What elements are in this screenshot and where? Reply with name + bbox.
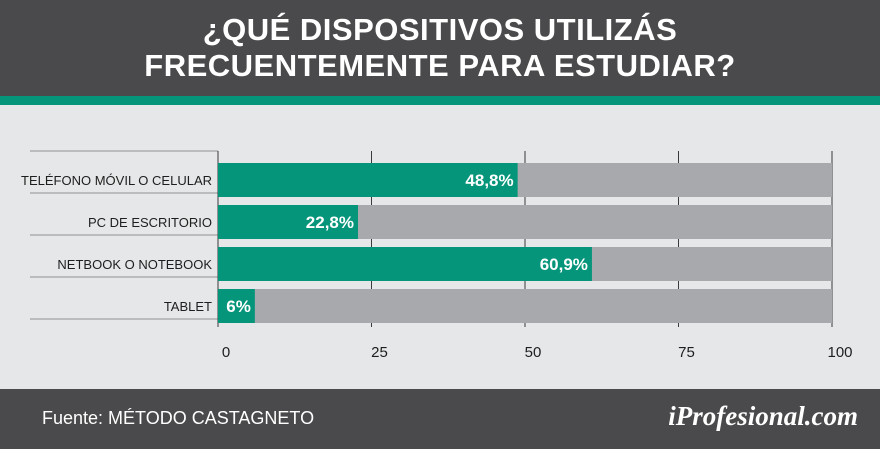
category-label: TELÉFONO MÓVIL O CELULAR bbox=[21, 173, 212, 188]
bar bbox=[218, 289, 255, 323]
bar-value-label: 6% bbox=[226, 297, 251, 316]
x-tick-label: 75 bbox=[678, 344, 695, 361]
bar-track bbox=[218, 289, 832, 323]
category-label: PC DE ESCRITORIO bbox=[88, 215, 212, 230]
bar-value-label: 60,9% bbox=[540, 255, 588, 274]
bar-value-label: 48,8% bbox=[465, 171, 513, 190]
category-labels: TELÉFONO MÓVIL O CELULAR PC DE ESCRITORIO… bbox=[21, 173, 212, 314]
chart-title-line-2: FRECUENTEMENTE PARA ESTUDIAR? bbox=[144, 48, 736, 83]
x-tick-label: 0 bbox=[222, 344, 230, 361]
bar-chart: 48,8% 22,8% 60,9% 6% TELÉFONO MÓVIL O CELUL… bbox=[21, 150, 853, 361]
x-tick-label: 100 bbox=[827, 344, 852, 361]
chart-title-line-1: ¿QUÉ DISPOSITIVOS UTILIZÁS bbox=[202, 12, 678, 47]
chart-header: ¿QUÉ DISPOSITIVOS UTILIZÁS FRECUENTEMENT… bbox=[0, 0, 880, 96]
bar bbox=[218, 163, 518, 197]
source-note: Fuente: MÉTODO CASTAGNETO bbox=[42, 408, 315, 428]
category-label: NETBOOK O NOTEBOOK bbox=[57, 257, 212, 272]
bar-value-label: 22,8% bbox=[306, 213, 354, 232]
x-tick-label: 25 bbox=[371, 344, 388, 361]
x-tick-label: 50 bbox=[525, 344, 542, 361]
bar bbox=[218, 247, 592, 281]
bar bbox=[218, 205, 358, 239]
x-axis-tick-labels: 0 25 50 75 100 bbox=[222, 344, 853, 361]
chart-footer: Fuente: MÉTODO CASTAGNETO iProfesional.c… bbox=[0, 389, 880, 449]
category-label: TABLET bbox=[164, 299, 212, 314]
brand-logo: iProfesional.com bbox=[668, 401, 858, 431]
bars: 48,8% 22,8% 60,9% 6% bbox=[218, 163, 832, 323]
accent-band bbox=[0, 96, 880, 105]
